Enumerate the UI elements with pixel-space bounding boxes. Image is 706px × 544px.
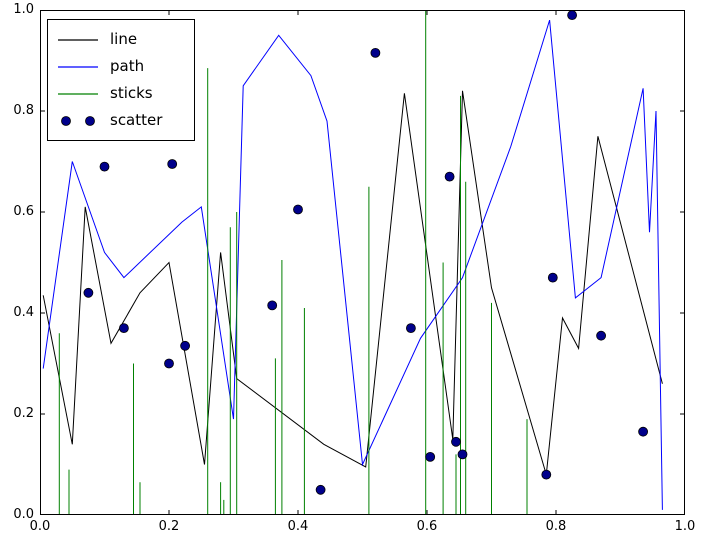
x-tick-label: 1.0 — [674, 519, 696, 534]
x-tick-label: 0.8 — [545, 519, 567, 534]
scatter-marker-sample-icon — [58, 114, 98, 128]
x-tick-label: 0.0 — [29, 519, 51, 534]
legend-entry: line — [58, 28, 184, 51]
line-sample-icon — [58, 33, 98, 47]
x-tick-label: 0.2 — [158, 519, 180, 534]
legend-entry: scatter — [58, 109, 184, 132]
line-sample-icon — [58, 87, 98, 101]
y-tick-label: 0.0 — [13, 507, 34, 522]
y-tick-label: 0.2 — [13, 406, 34, 421]
legend-label: sticks — [110, 84, 153, 102]
y-tick-label: 0.4 — [13, 305, 34, 320]
plot-area: line path sticks scatter — [40, 10, 685, 515]
legend-entry: path — [58, 55, 184, 78]
chart-svg — [40, 10, 685, 515]
y-tick-label: 1.0 — [13, 2, 34, 17]
legend-label: scatter — [110, 111, 163, 129]
y-tick-label: 0.8 — [13, 103, 34, 118]
legend-label: line — [110, 30, 138, 48]
x-tick-label: 0.4 — [287, 519, 309, 534]
y-tick-label: 0.6 — [13, 204, 34, 219]
legend-label: path — [110, 57, 145, 75]
legend: line path sticks scatter — [47, 19, 195, 141]
legend-entry: sticks — [58, 82, 184, 105]
line-sample-icon — [58, 60, 98, 74]
x-tick-label: 0.6 — [416, 519, 438, 534]
